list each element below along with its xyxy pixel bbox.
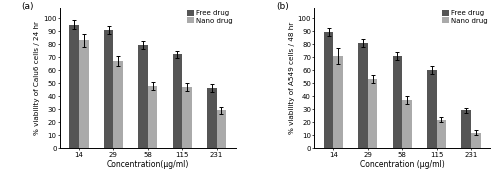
Bar [358, 43, 368, 148]
Text: (b): (b) [276, 2, 288, 11]
Bar [402, 100, 412, 148]
Bar [114, 61, 123, 148]
Bar [148, 86, 158, 148]
Y-axis label: % viability of Calu6 cells / 24 hr: % viability of Calu6 cells / 24 hr [34, 21, 40, 135]
Bar [70, 25, 79, 148]
Bar [79, 40, 88, 148]
X-axis label: Concentration(μg/ml): Concentration(μg/ml) [106, 160, 189, 169]
Bar [436, 120, 446, 148]
Bar [207, 88, 216, 148]
Bar [334, 56, 343, 148]
Legend: Free drug, Nano drug: Free drug, Nano drug [440, 9, 488, 25]
Text: (a): (a) [22, 2, 34, 11]
Bar [427, 70, 436, 148]
Bar [182, 87, 192, 148]
Bar [138, 45, 148, 148]
Bar [172, 55, 182, 148]
Bar [216, 110, 226, 148]
Bar [471, 133, 480, 148]
Bar [104, 30, 114, 148]
Bar [324, 32, 334, 148]
Bar [368, 79, 378, 148]
Y-axis label: % viability of A549 cells / 48 hr: % viability of A549 cells / 48 hr [288, 22, 294, 134]
Bar [392, 56, 402, 148]
Legend: Free drug, Nano drug: Free drug, Nano drug [186, 9, 234, 25]
Bar [462, 110, 471, 148]
X-axis label: Concentration (μg/ml): Concentration (μg/ml) [360, 160, 444, 169]
